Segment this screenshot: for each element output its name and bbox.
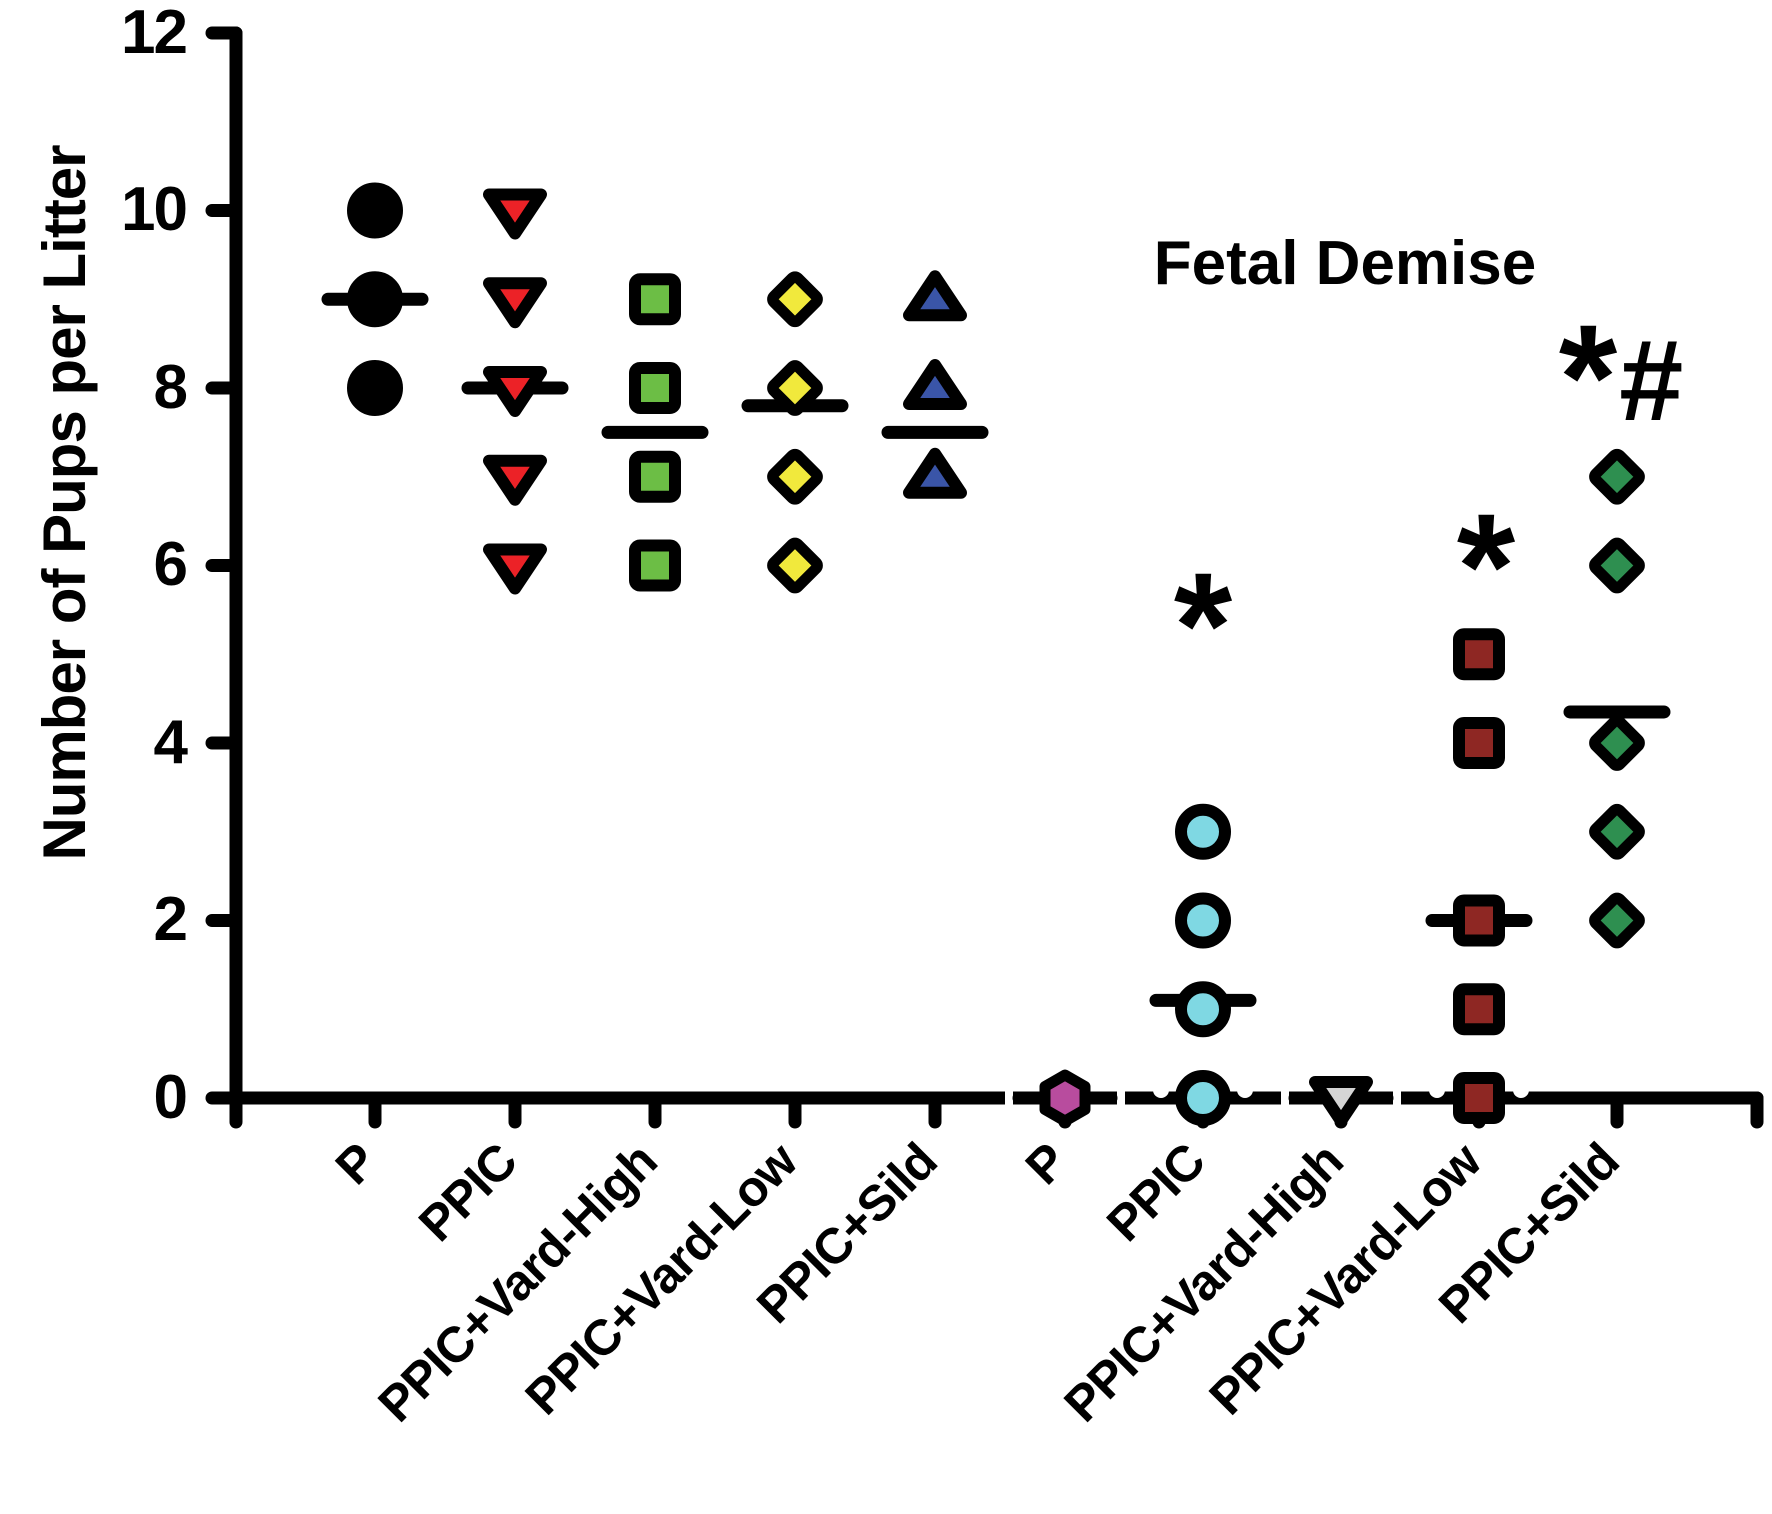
marker-fetal-demise-PPIC+Vard-Low-0 bbox=[1453, 1072, 1505, 1124]
marker-fetal-demise-PPIC+Sild-7 bbox=[1589, 448, 1645, 505]
marker-fetal-demise-PPIC+Vard-Low-2 bbox=[1453, 894, 1505, 947]
marker-live-PPIC+Vard-High-8 bbox=[629, 362, 681, 414]
y-tick-label-6: 6 bbox=[153, 530, 188, 599]
marker-fetal-demise-PPIC-3 bbox=[1175, 803, 1231, 860]
y-tick-label-0: 0 bbox=[153, 1063, 188, 1132]
axis-notch bbox=[1153, 1082, 1169, 1098]
marker-live-PPIC+Vard-High-6 bbox=[629, 539, 681, 592]
line-gap bbox=[1393, 1088, 1401, 1109]
axis-notch bbox=[1429, 1082, 1445, 1098]
marker-fetal-demise-PPIC+Sild-4 bbox=[1589, 715, 1645, 771]
marker-live-PPIC-8 bbox=[483, 366, 547, 417]
axis-notch bbox=[1513, 1082, 1529, 1098]
marker-live-P-8 bbox=[347, 360, 403, 416]
marker-live-PPIC-7 bbox=[483, 454, 547, 506]
marker-fetal-demise-PPIC+Vard-High-0 bbox=[1309, 1076, 1373, 1127]
marker-fetal-demise-PPIC+Sild-6 bbox=[1589, 537, 1645, 594]
significance-asterisk-vard-low: * bbox=[1456, 482, 1516, 650]
marker-live-PPIC+Vard-Low-8 bbox=[767, 360, 823, 416]
line-gap bbox=[1117, 1088, 1125, 1109]
marker-live-PPIC+Vard-Low-9 bbox=[767, 271, 823, 328]
y-tick-label-8: 8 bbox=[153, 353, 188, 422]
axis-notch bbox=[1237, 1082, 1253, 1098]
marker-fetal-demise-PPIC+Vard-Low-1 bbox=[1453, 983, 1505, 1036]
marker-live-PPIC+Vard-High-7 bbox=[629, 450, 681, 503]
marker-live-PPIC+Sild-9 bbox=[903, 270, 967, 322]
marker-live-PPIC-6 bbox=[483, 543, 547, 595]
marker-live-PPIC+Sild-8 bbox=[903, 359, 967, 410]
y-tick-label-12: 12 bbox=[121, 0, 188, 67]
y-tick-label-2: 2 bbox=[153, 885, 188, 954]
marker-fetal-demise-PPIC+Sild-2 bbox=[1589, 892, 1645, 949]
marker-live-PPIC+Vard-Low-7 bbox=[767, 448, 823, 505]
marker-live-P-10 bbox=[347, 182, 403, 239]
marker-live-P-9 bbox=[347, 271, 403, 328]
marker-fetal-demise-PPIC+Vard-Low-5 bbox=[1453, 628, 1505, 681]
marker-fetal-demise-PPIC-0 bbox=[1175, 1070, 1231, 1126]
significance-asterisk-hash-sild: * # bbox=[1501, 302, 1741, 452]
y-tick-label-4: 4 bbox=[153, 708, 188, 777]
line-gap bbox=[1281, 1088, 1289, 1109]
marker-fetal-demise-PPIC-2 bbox=[1175, 892, 1231, 949]
hash-glyph: # bbox=[1619, 317, 1684, 445]
marker-live-PPIC-10 bbox=[483, 188, 547, 240]
marker-fetal-demise-P-0 bbox=[1039, 1069, 1091, 1127]
y-tick-label-10: 10 bbox=[121, 175, 188, 244]
fetal-demise-title: Fetal Demise bbox=[1153, 229, 1537, 298]
significance-asterisk-ppic: * bbox=[1173, 541, 1233, 709]
marker-live-PPIC+Vard-High-9 bbox=[629, 273, 681, 326]
marker-live-PPIC+Vard-Low-6 bbox=[767, 537, 823, 594]
marker-fetal-demise-PPIC-1 bbox=[1175, 981, 1231, 1038]
marker-live-PPIC+Sild-7 bbox=[903, 447, 967, 499]
marker-fetal-demise-PPIC+Sild-3 bbox=[1589, 803, 1645, 860]
asterisk-glyph: * bbox=[1558, 293, 1618, 461]
marker-live-PPIC-9 bbox=[483, 277, 547, 329]
line-gap bbox=[1005, 1088, 1013, 1109]
marker-fetal-demise-PPIC+Vard-Low-4 bbox=[1453, 717, 1505, 769]
